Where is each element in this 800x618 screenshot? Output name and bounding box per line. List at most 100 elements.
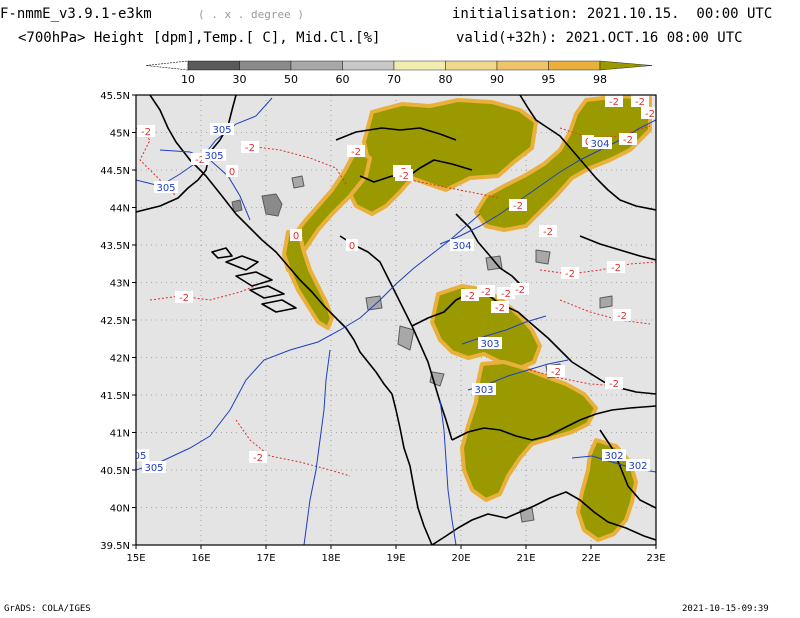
height-contour bbox=[136, 213, 481, 471]
temp-label: -2 bbox=[515, 285, 525, 296]
cloud-patch bbox=[365, 295, 383, 311]
temp-label: -2 bbox=[195, 155, 205, 166]
colorbar-swatch bbox=[548, 60, 601, 71]
height-contour bbox=[303, 349, 331, 545]
temp-label-bg bbox=[290, 229, 302, 241]
colorbar-swatch bbox=[239, 60, 292, 71]
temp-label: -2 bbox=[543, 227, 553, 238]
height-label: 303 bbox=[480, 339, 499, 350]
temp-label-bg bbox=[395, 169, 413, 181]
field-description: <700hPa> Height [dpm],Temp.[ C], Mid.Cl.… bbox=[18, 30, 381, 46]
colorbar-swatch bbox=[496, 60, 549, 71]
temp-label-bg bbox=[641, 107, 656, 119]
temp-label: -2 bbox=[495, 303, 505, 314]
cloud-areas bbox=[231, 95, 652, 542]
colorbar-swatch bbox=[445, 60, 498, 71]
temp-label: -2 bbox=[513, 201, 523, 212]
temp-label: -2 bbox=[253, 453, 263, 464]
height-label-bg bbox=[602, 449, 626, 461]
lon-label: 21E bbox=[516, 553, 535, 564]
height-label: 305 bbox=[156, 183, 175, 194]
island bbox=[249, 285, 285, 299]
cloud-patch bbox=[397, 325, 415, 351]
colorbar-label: 70 bbox=[387, 73, 401, 86]
height-label-bg bbox=[588, 137, 612, 149]
temp-label: -2 bbox=[245, 143, 255, 154]
cloud-patch bbox=[291, 175, 305, 189]
temp-label-bg bbox=[509, 199, 527, 211]
colorbar-max-arrow bbox=[599, 60, 653, 71]
height-label: 305 bbox=[212, 125, 231, 136]
colorbar-label: 98 bbox=[593, 73, 607, 86]
temp-label: -2 bbox=[465, 291, 475, 302]
degree-note: ( . x . degree ) bbox=[198, 8, 304, 21]
temp-label-bg bbox=[137, 125, 155, 137]
border-11 bbox=[579, 235, 656, 261]
lat-label: 45N bbox=[110, 129, 130, 140]
temp-label-bg bbox=[605, 95, 623, 107]
height-contour bbox=[439, 399, 457, 545]
temp-label: -2 bbox=[635, 97, 645, 108]
temp-label-bg bbox=[605, 377, 623, 389]
lat-label: 45.5N bbox=[100, 91, 130, 102]
cloud-area-coastal bbox=[282, 230, 334, 330]
lat-label: 39.5N bbox=[100, 541, 130, 552]
lat-label: 40.5N bbox=[100, 466, 130, 477]
lat-label: 41.5N bbox=[100, 391, 130, 402]
temp-label-bg bbox=[613, 309, 631, 321]
temp-label: -2 bbox=[609, 379, 619, 390]
colorbar-swatch bbox=[290, 60, 343, 71]
height-label-bg bbox=[210, 123, 234, 135]
lon-label: 15E bbox=[126, 553, 145, 564]
lat-label: 44.5N bbox=[100, 166, 130, 177]
temp-label-bg bbox=[511, 283, 529, 295]
adriatic-east-coast bbox=[149, 95, 393, 395]
height-label: 303 bbox=[474, 385, 493, 396]
temp-label: 0 bbox=[293, 231, 299, 242]
border-12 bbox=[599, 429, 656, 509]
cloud-patch bbox=[599, 295, 613, 309]
lon-label: 23E bbox=[646, 553, 665, 564]
temp-contour bbox=[559, 299, 651, 325]
cloud-area-northeast bbox=[474, 95, 652, 232]
temp-label-bg bbox=[477, 285, 495, 297]
temp-label: -2 bbox=[399, 171, 409, 182]
border-5 bbox=[455, 213, 525, 289]
border-1 bbox=[335, 127, 457, 141]
temp-contour bbox=[149, 283, 261, 301]
island bbox=[261, 299, 297, 313]
temp-label-bg bbox=[607, 261, 625, 273]
footer-timestamp: 2021-10-15-09:39 bbox=[682, 604, 769, 614]
initialisation-time: initialisation: 2021.10.15. 00:00 UTC bbox=[452, 6, 773, 22]
height-label: 05 bbox=[134, 451, 147, 462]
temperature-labels: -2-2-20-2-2-200-2-2-2-2-2-2-2-2-2-2-2-2-… bbox=[137, 95, 656, 464]
height-label-bg bbox=[202, 149, 226, 161]
colorbar-label: 30 bbox=[233, 73, 247, 86]
height-label: 302 bbox=[604, 451, 623, 462]
lon-label: 19E bbox=[386, 553, 405, 564]
model-title: F-nmmE_v3.9.1-e3km bbox=[0, 6, 152, 22]
height-label-bg bbox=[154, 181, 178, 193]
temp-contour bbox=[247, 145, 347, 185]
height-label: 304 bbox=[590, 139, 609, 150]
height-label: 305 bbox=[144, 463, 163, 474]
height-contour bbox=[159, 149, 251, 221]
height-label-bg bbox=[142, 461, 166, 473]
temp-label: -2 bbox=[645, 109, 655, 120]
temp-label: -2 bbox=[617, 311, 627, 322]
temp-label: 0 bbox=[229, 167, 235, 178]
lat-label: 40N bbox=[110, 504, 130, 515]
colorbar-label: 50 bbox=[284, 73, 298, 86]
temp-contour bbox=[409, 179, 501, 199]
temp-label-bg bbox=[497, 287, 515, 299]
colorbar-label: 60 bbox=[336, 73, 350, 86]
island bbox=[235, 271, 273, 287]
temp-label-bg bbox=[619, 133, 637, 145]
temp-label-bg bbox=[226, 165, 238, 177]
colorbar-label: 90 bbox=[490, 73, 504, 86]
temp-label: -2 bbox=[551, 367, 561, 378]
temp-label: -2 bbox=[141, 127, 151, 138]
height-label-bg bbox=[478, 337, 502, 349]
colorbar-label: 10 bbox=[181, 73, 195, 86]
